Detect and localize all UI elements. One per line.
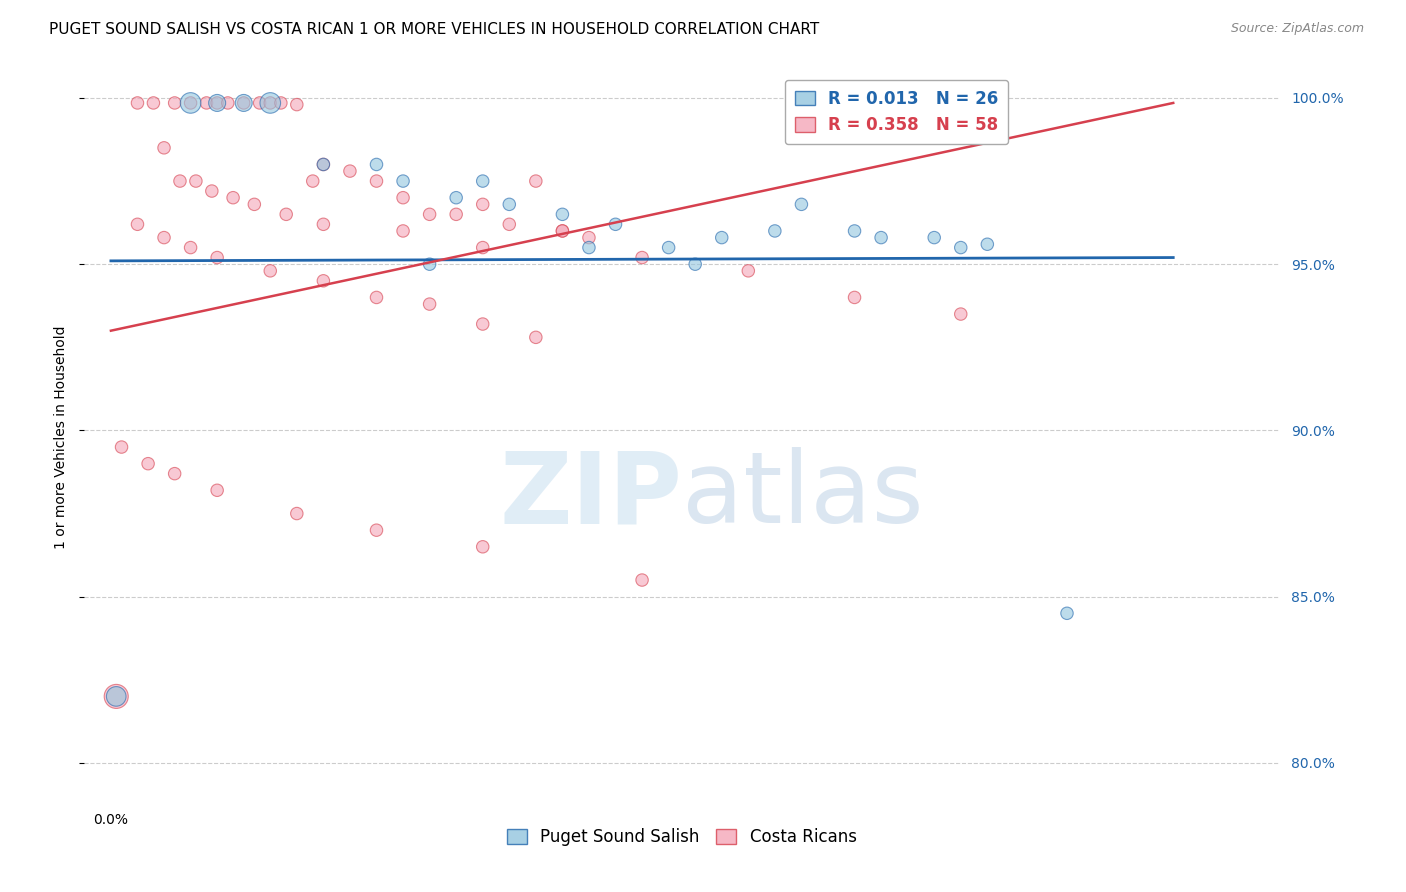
Point [551, 224, 574, 238]
Point [339, 164, 361, 178]
Point [153, 230, 176, 244]
Point [127, 217, 149, 231]
Point [163, 467, 186, 481]
Point [180, 241, 202, 255]
Text: PUGET SOUND SALISH VS COSTA RICAN 1 OR MORE VEHICLES IN HOUSEHOLD CORRELATION CH: PUGET SOUND SALISH VS COSTA RICAN 1 OR M… [49, 22, 820, 37]
Point [870, 230, 893, 244]
Point [312, 217, 335, 231]
Point [551, 207, 574, 221]
Point [205, 483, 228, 498]
Legend: Puget Sound Salish, Costa Ricans: Puget Sound Salish, Costa Ricans [501, 822, 863, 853]
Point [163, 95, 186, 110]
Point [737, 264, 759, 278]
Point [578, 241, 600, 255]
Text: atlas: atlas [682, 447, 924, 544]
Point [471, 197, 494, 211]
Point [763, 224, 786, 238]
Point [1056, 607, 1078, 621]
Point [142, 95, 165, 110]
Point [392, 174, 415, 188]
Point [471, 241, 494, 255]
Point [392, 191, 415, 205]
Point [201, 184, 224, 198]
Point [249, 95, 271, 110]
Point [419, 257, 441, 271]
Point [195, 95, 218, 110]
Point [683, 257, 706, 271]
Point [844, 224, 866, 238]
Point [259, 95, 281, 110]
Text: Source: ZipAtlas.com: Source: ZipAtlas.com [1230, 22, 1364, 36]
Point [366, 523, 388, 537]
Point [419, 297, 441, 311]
Point [444, 191, 467, 205]
Text: ZIP: ZIP [499, 447, 682, 544]
Point [232, 95, 254, 110]
Point [136, 457, 159, 471]
Point [312, 157, 335, 171]
Point [392, 224, 415, 238]
Point [285, 507, 308, 521]
Point [471, 174, 494, 188]
Point [243, 197, 266, 211]
Point [605, 217, 627, 231]
Point [127, 95, 149, 110]
Point [222, 191, 245, 205]
Point [205, 251, 228, 265]
Point [366, 174, 388, 188]
Point [419, 207, 441, 221]
Point [180, 95, 202, 110]
Point [976, 237, 998, 252]
Point [524, 330, 547, 344]
Point [710, 230, 733, 244]
Point [205, 95, 228, 110]
Point [471, 317, 494, 331]
Point [498, 197, 520, 211]
Point [366, 157, 388, 171]
Point [631, 251, 654, 265]
Y-axis label: 1 or more Vehicles in Household: 1 or more Vehicles in Household [53, 326, 67, 549]
Point [259, 95, 281, 110]
Point [153, 141, 176, 155]
Point [524, 174, 547, 188]
Point [790, 197, 813, 211]
Point [205, 95, 228, 110]
Point [658, 241, 681, 255]
Point [105, 690, 128, 704]
Point [471, 540, 494, 554]
Point [444, 207, 467, 221]
Point [184, 174, 207, 188]
Point [578, 230, 600, 244]
Point [551, 224, 574, 238]
Point [276, 207, 298, 221]
Point [301, 174, 323, 188]
Point [312, 274, 335, 288]
Point [169, 174, 191, 188]
Point [217, 95, 239, 110]
Point [285, 97, 308, 112]
Point [922, 230, 945, 244]
Point [312, 157, 335, 171]
Point [259, 264, 281, 278]
Point [844, 290, 866, 304]
Point [949, 307, 972, 321]
Point [105, 690, 128, 704]
Point [949, 241, 972, 255]
Point [270, 95, 292, 110]
Point [498, 217, 520, 231]
Point [366, 290, 388, 304]
Point [232, 95, 254, 110]
Point [110, 440, 132, 454]
Point [631, 573, 654, 587]
Point [180, 95, 202, 110]
